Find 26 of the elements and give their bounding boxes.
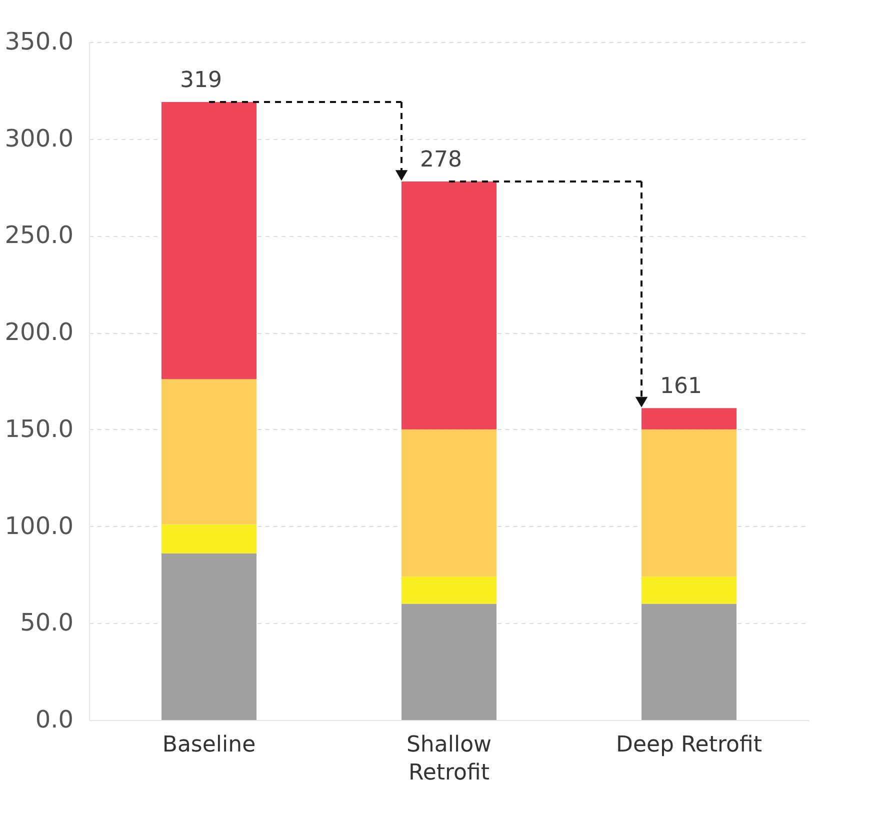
- total-label: 319: [180, 68, 222, 94]
- x-tick-label: Baseline: [162, 732, 256, 758]
- bar: [162, 553, 256, 720]
- total-label: 278: [420, 147, 462, 172]
- bar: [402, 576, 496, 604]
- y-tick-label: 100.0: [4, 512, 74, 540]
- y-tick-label: 350.0: [4, 28, 74, 56]
- y-tick-label: 200.0: [4, 318, 74, 346]
- bar: [642, 408, 736, 430]
- y-tick-label: 50.0: [20, 608, 74, 637]
- x-tick-label: Shallow Retrofit: [406, 732, 492, 786]
- y-tick-label: 300.0: [4, 124, 74, 152]
- bar: [642, 429, 736, 577]
- x-tick-label: Deep Retrofit: [616, 732, 762, 758]
- bar: [642, 576, 736, 604]
- bar: [402, 429, 496, 577]
- y-tick-label: 250.0: [4, 221, 74, 250]
- bar: [402, 604, 496, 720]
- bar: [162, 524, 256, 554]
- bar: [402, 181, 496, 430]
- y-tick-label: 0.0: [35, 706, 74, 734]
- total-label: 161: [660, 374, 702, 400]
- bar: [642, 604, 736, 720]
- bar: [162, 102, 256, 380]
- y-tick-label: 150.0: [4, 414, 74, 443]
- bar: [162, 379, 256, 524]
